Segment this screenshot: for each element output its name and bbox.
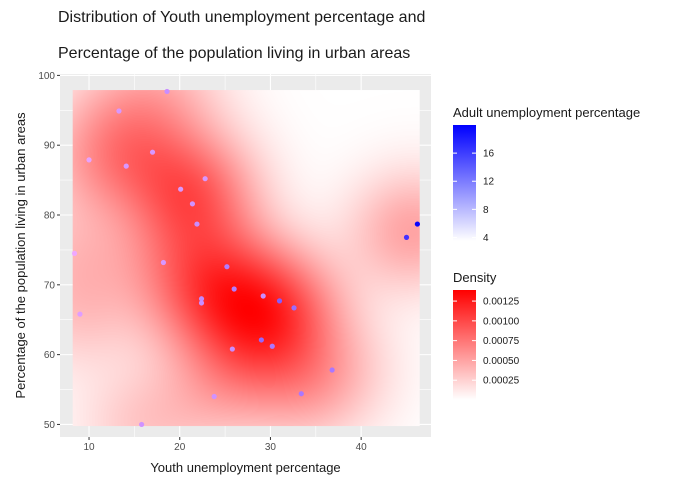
- data-point: [86, 157, 92, 163]
- y-tick-label: 90: [44, 141, 56, 152]
- legend-density-label: 0.00125: [483, 297, 520, 308]
- data-point: [164, 88, 170, 95]
- data-point: [291, 305, 297, 311]
- legend-density-label: 0.00050: [483, 356, 520, 367]
- legend-density-label: 0.00100: [483, 316, 520, 327]
- data-point: [202, 176, 208, 182]
- data-point: [329, 367, 335, 373]
- data-point: [269, 343, 275, 349]
- data-point: [149, 149, 156, 155]
- y-tick-label: 100: [38, 71, 55, 82]
- data-point: [229, 346, 235, 352]
- x-tick-label: 10: [83, 442, 95, 453]
- data-point: [260, 293, 266, 299]
- x-tick-label: 40: [356, 442, 368, 453]
- x-axis-title: Youth unemployment percentage: [150, 460, 340, 475]
- data-point: [189, 201, 196, 207]
- data-point: [224, 264, 230, 270]
- y-tick-label: 50: [44, 420, 56, 431]
- legend-adult-label: 12: [483, 177, 495, 188]
- legend-density-label: 0.00025: [483, 376, 520, 387]
- y-tick-label: 60: [44, 350, 56, 361]
- legend-adult-label: 8: [483, 205, 489, 216]
- chart-title-line-1: Distribution of Youth unemployment perce…: [58, 9, 426, 26]
- data-point: [198, 300, 205, 306]
- y-tick-label: 80: [44, 211, 56, 222]
- y-tick-label: 70: [44, 280, 56, 291]
- data-point: [178, 186, 184, 192]
- data-point: [231, 286, 237, 292]
- density-raster: [72, 90, 420, 427]
- data-point: [77, 311, 83, 317]
- data-point: [211, 393, 217, 400]
- legend-adult-label: 4: [483, 233, 489, 244]
- legend-adult-title: Adult unemployment percentage: [453, 105, 640, 120]
- data-point: [276, 298, 283, 304]
- legend-adult-unemployment: Adult unemployment percentage 4 8 12 16: [453, 105, 640, 244]
- chart-title-line-2: Percentage of the population living in u…: [58, 45, 411, 62]
- data-point: [71, 250, 78, 257]
- data-point: [414, 221, 420, 227]
- legend-density-label: 0.00075: [483, 336, 520, 347]
- data-point: [198, 296, 205, 302]
- legend-adult-colorbar: [453, 125, 476, 241]
- legend-density-colorbar: [453, 290, 476, 400]
- data-point: [123, 163, 129, 169]
- data-point: [258, 337, 264, 343]
- x-tick-label: 20: [174, 442, 186, 453]
- legend-density: Density 0.00025 0.00050 0.00075 0.00100 0.00…: [453, 270, 520, 400]
- legend-adult-label: 16: [483, 149, 495, 160]
- data-point: [298, 391, 304, 397]
- data-points: [71, 88, 420, 428]
- x-tick-label: 30: [265, 442, 277, 453]
- data-point: [116, 108, 122, 114]
- legend-density-title: Density: [453, 270, 497, 285]
- data-point: [139, 421, 145, 428]
- data-point: [194, 221, 200, 227]
- data-point: [160, 259, 167, 266]
- axis-ticks: 10 20 30 40 50 60 70 80 90 100: [38, 71, 367, 453]
- y-axis-title: Percentage of the population living in u…: [13, 112, 28, 399]
- data-point: [403, 234, 410, 240]
